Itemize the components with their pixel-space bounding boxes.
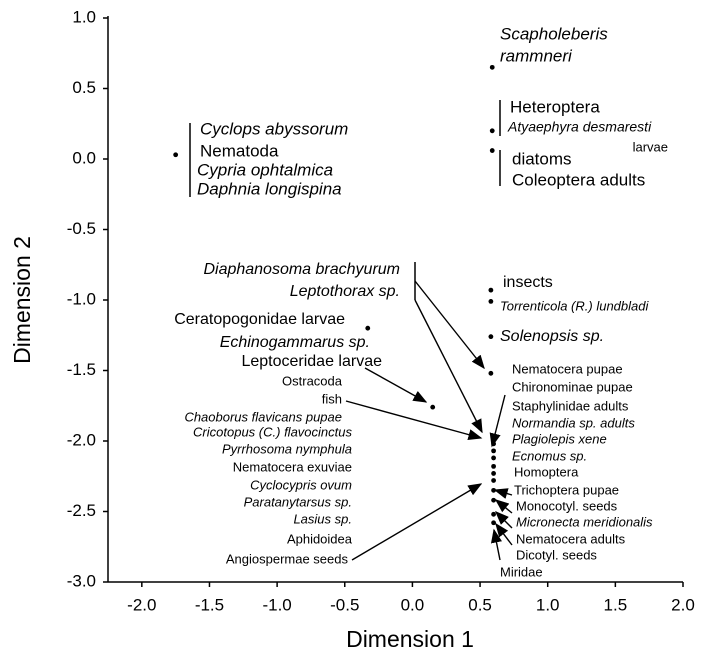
y-tick-label: 1.0 xyxy=(72,7,96,26)
point xyxy=(491,471,496,476)
annotation: Paratanytarsus sp. xyxy=(244,494,352,509)
annotation: Angiospermae seeds xyxy=(226,551,349,566)
point xyxy=(488,334,494,340)
annotation: Cyclocypris ovum xyxy=(250,477,352,492)
annotation: Cricotopus (C.) flavocinctus xyxy=(193,424,352,439)
annotation: larvae xyxy=(633,139,668,154)
point xyxy=(491,497,496,503)
annotation: Daphnia longispina xyxy=(197,179,342,198)
point xyxy=(491,455,496,461)
annotation: Nematocera pupae xyxy=(512,361,623,376)
point xyxy=(173,152,179,158)
annotation: Leptoceridae larvae xyxy=(241,353,382,370)
point xyxy=(491,511,496,517)
annotation: Echinogammarus sp. xyxy=(220,334,370,351)
x-tick-label: -1.5 xyxy=(195,595,224,614)
point xyxy=(489,128,495,134)
point xyxy=(491,463,496,469)
x-tick-label: 2.0 xyxy=(671,595,695,614)
annotation: diatoms xyxy=(512,149,572,168)
annotation: Diaphanosoma brachyurum xyxy=(203,261,400,278)
arrows xyxy=(345,280,513,561)
x-tick-label: -1.0 xyxy=(262,595,291,614)
annotation: Micronecta meridionalis xyxy=(516,514,653,529)
annotation: Leptothorax sp. xyxy=(290,283,400,300)
point xyxy=(488,299,494,304)
annotation: Torrenticola (R.) lundbladi xyxy=(500,298,649,313)
annotation: Lasius sp. xyxy=(293,511,352,526)
x-tick-label: 1.5 xyxy=(604,595,628,614)
x-tick-label: 0.0 xyxy=(401,595,425,614)
y-axis-label: Dimension 2 xyxy=(9,236,35,364)
y-tick-label: 0.0 xyxy=(72,148,96,167)
point xyxy=(488,287,494,293)
point xyxy=(491,441,496,447)
point xyxy=(489,64,495,70)
brackets xyxy=(189,100,501,300)
annotation: Nematoda xyxy=(200,141,279,160)
annotation: Nematocera exuviae xyxy=(233,459,352,474)
annotation: Cypria ophtalmica xyxy=(197,160,333,179)
annotation: Ecnomus sp. xyxy=(512,448,587,463)
annotation: Normandia sp. adults xyxy=(512,415,635,430)
point xyxy=(491,434,496,440)
annotation: Pyrrhosoma nymphula xyxy=(222,441,352,456)
x-tick-label: 0.5 xyxy=(468,595,492,614)
x-tick-label: 1.0 xyxy=(536,595,560,614)
annotation: Trichoptera pupae xyxy=(514,482,619,497)
annotation: Scapholeberis xyxy=(500,24,608,43)
annotation: Chaoborus flavicans pupae xyxy=(184,409,342,424)
y-tick-label: -2.5 xyxy=(67,501,96,520)
x-tick-label: -0.5 xyxy=(330,595,359,614)
annotation: Monocotyl. seeds xyxy=(516,498,618,513)
point xyxy=(491,520,496,526)
point xyxy=(430,404,436,410)
annotation: Miridae xyxy=(500,564,543,579)
annotation: Coleoptera adults xyxy=(512,170,645,189)
annotation: Aphidoidea xyxy=(287,531,353,546)
y-tick-label: -2.0 xyxy=(67,430,96,449)
y-tick-label: -3.0 xyxy=(67,571,96,590)
annotation: insects xyxy=(503,274,553,291)
point xyxy=(491,478,496,483)
x-axis-label: Dimension 1 xyxy=(346,626,474,652)
point xyxy=(491,487,496,493)
point xyxy=(365,325,371,331)
annotation: Nematocera adults xyxy=(516,531,626,546)
annotation: Homoptera xyxy=(514,464,579,479)
y-tick-label: -1.5 xyxy=(67,360,96,379)
point xyxy=(491,448,496,454)
annotation: Atyaephyra desmaresti xyxy=(507,119,652,135)
annotation: Ceratopogonidae larvae xyxy=(174,311,345,328)
annotation: Chironominae pupae xyxy=(512,379,633,394)
annotation: Plagiolepis xene xyxy=(512,431,607,446)
x-tick-label: -2.0 xyxy=(127,595,156,614)
point xyxy=(489,148,495,153)
annotation: Staphylinidae adults xyxy=(512,398,629,413)
y-tick-label: -0.5 xyxy=(67,219,96,238)
annotation: Cyclops abyssorum xyxy=(200,119,348,138)
annotation: fish xyxy=(322,391,342,406)
annotation: Heteroptera xyxy=(510,97,600,116)
y-tick-label: 0.5 xyxy=(72,78,96,97)
annotation: rammneri xyxy=(500,46,573,65)
y-tick-label: -1.0 xyxy=(67,289,96,308)
annotation: Ostracoda xyxy=(282,373,343,388)
point xyxy=(488,370,494,376)
annotation: Dicotyl. seeds xyxy=(516,547,597,562)
annotation: Solenopsis sp. xyxy=(500,328,604,345)
